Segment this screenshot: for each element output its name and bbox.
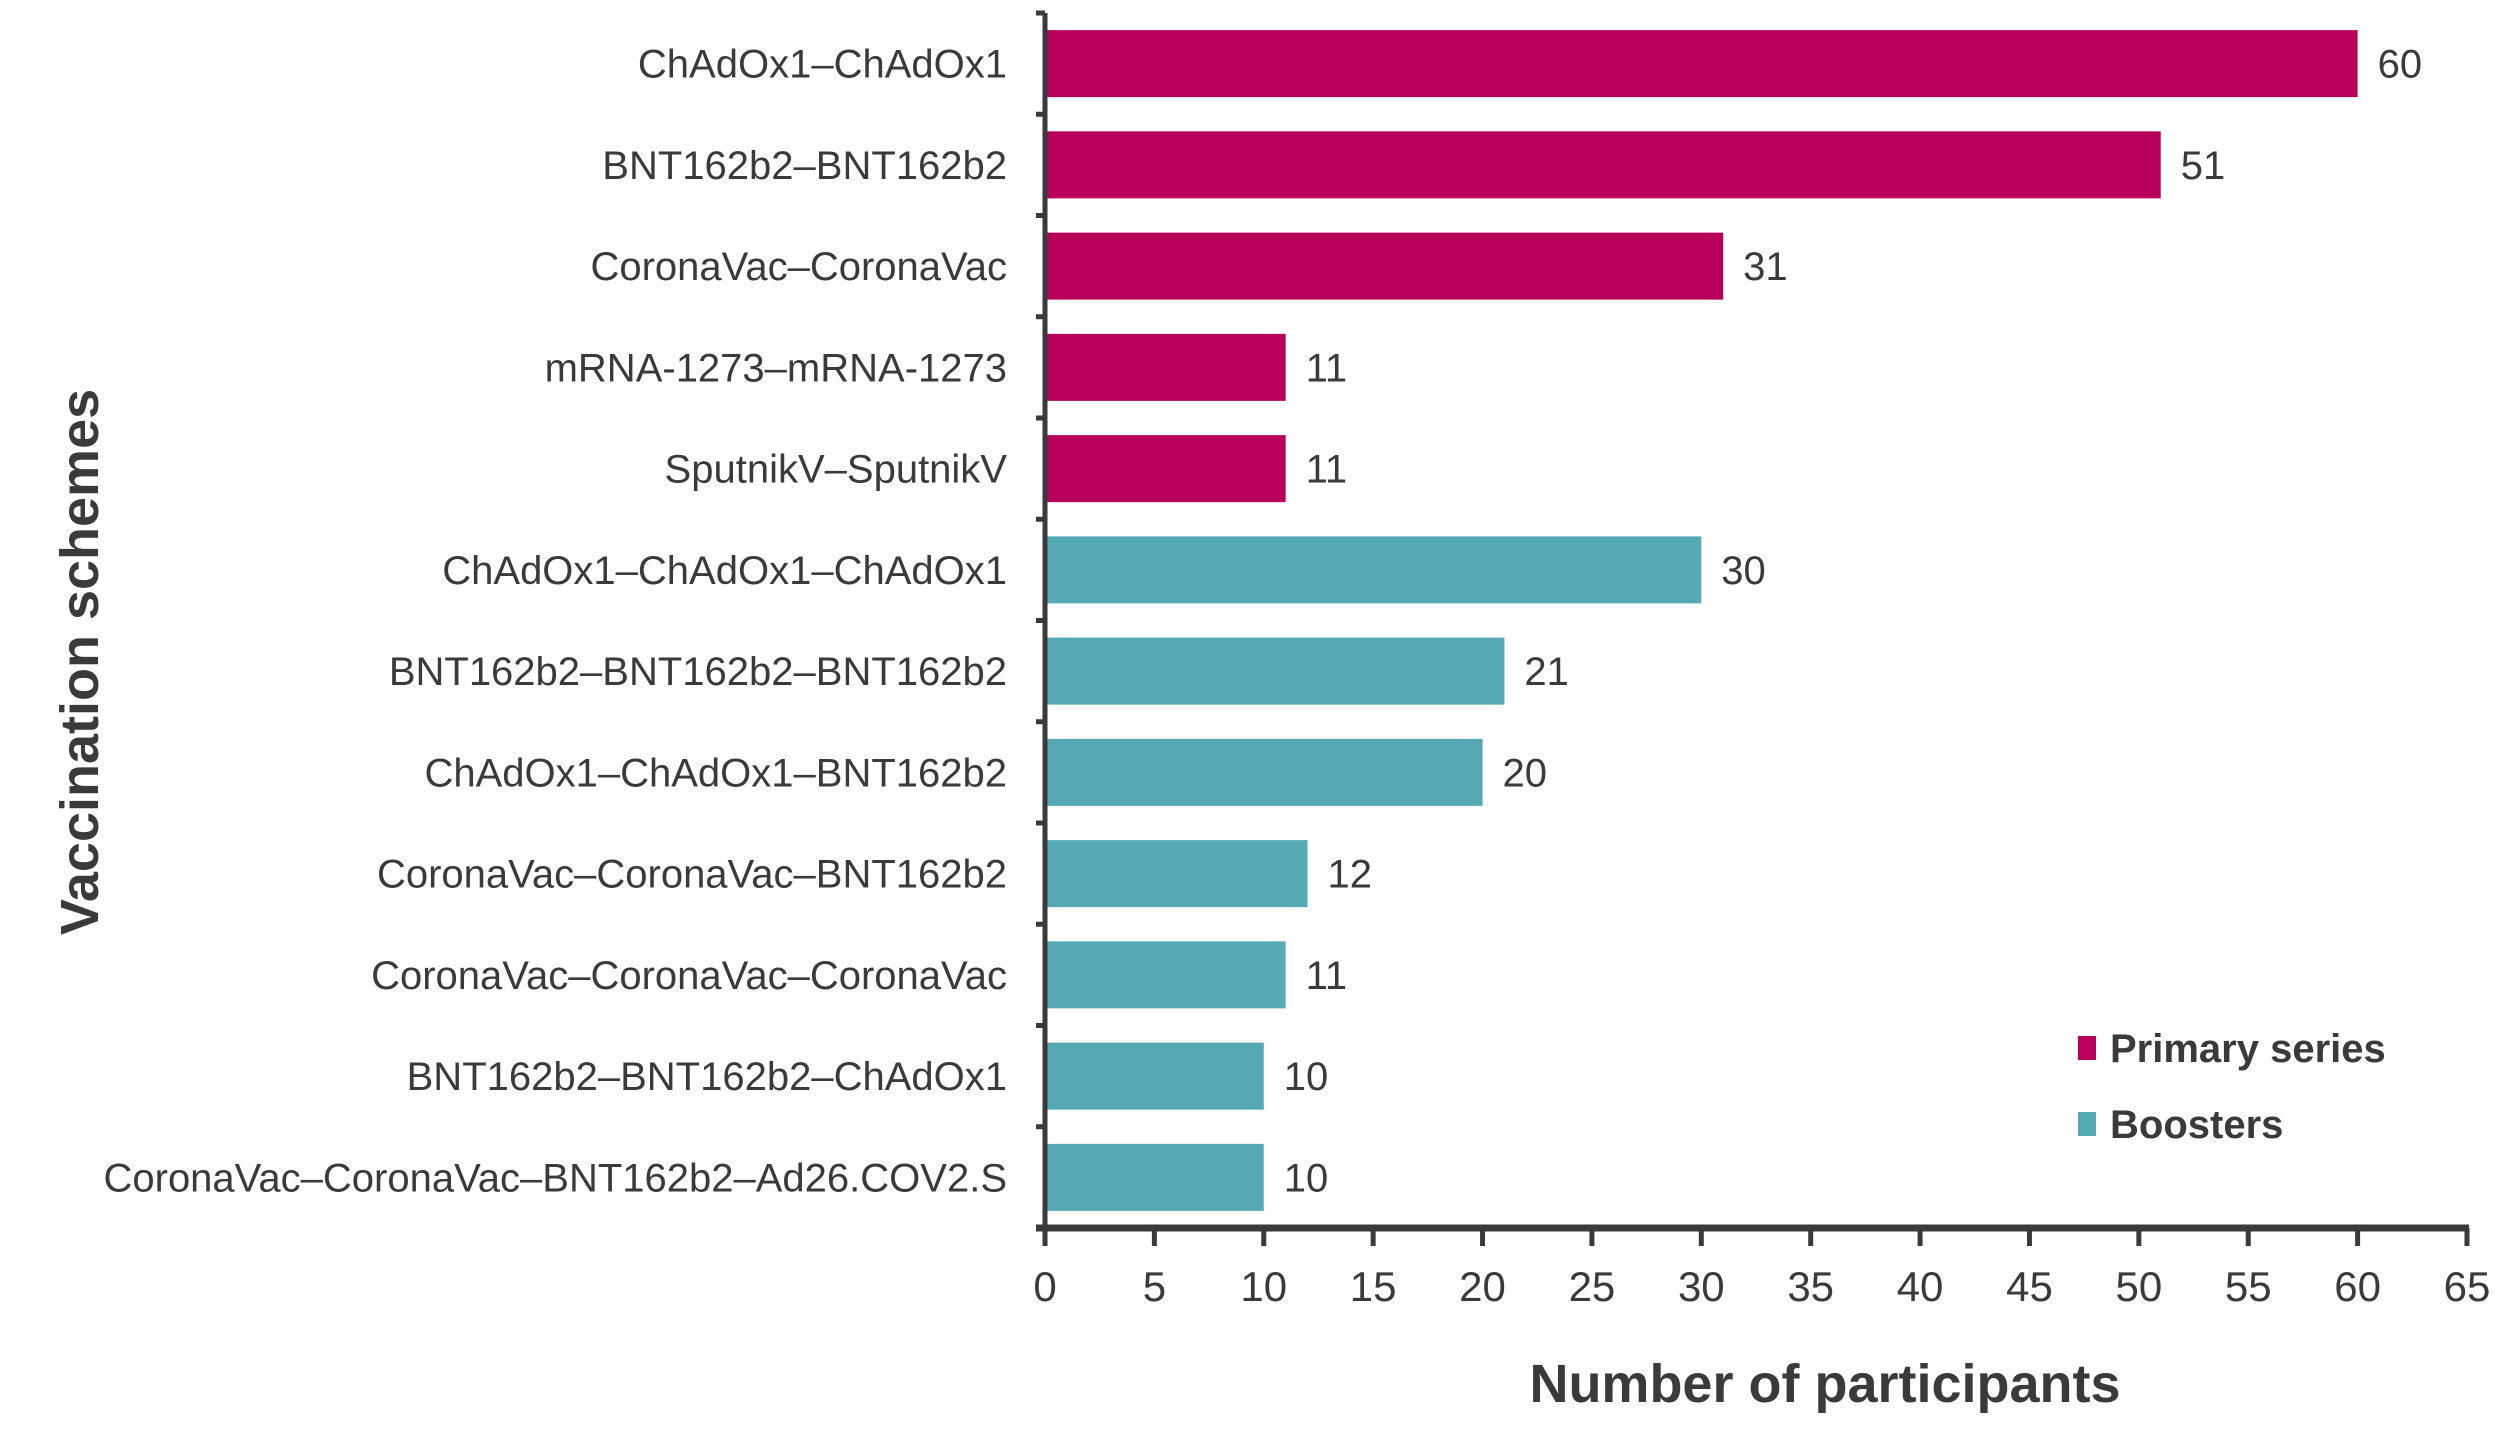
category-label: CoronaVac–CoronaVac–BNT162b2 bbox=[377, 853, 1007, 897]
legend-swatch bbox=[2078, 1036, 2096, 1060]
x-tick-label: 60 bbox=[2334, 1263, 2381, 1310]
x-tick-label: 45 bbox=[2006, 1263, 2053, 1310]
bar bbox=[1045, 637, 1505, 705]
value-labels: 60 51 31 11 11 30 21 20 12 11 10 10 bbox=[1284, 43, 2422, 1201]
x-tick-label: 35 bbox=[1787, 1263, 1834, 1310]
bar bbox=[1045, 333, 1286, 401]
value-label: 11 bbox=[1306, 954, 1348, 998]
category-label: SputnikV–SputnikV bbox=[665, 448, 1008, 492]
category-label: BNT162b2–BNT162b2–ChAdOx1 bbox=[407, 1055, 1007, 1099]
x-tick-label: 55 bbox=[2225, 1263, 2272, 1310]
category-label: ChAdOx1–ChAdOx1–BNT162b2 bbox=[424, 751, 1007, 795]
bar bbox=[1045, 232, 1724, 300]
value-label: 31 bbox=[1743, 245, 1788, 289]
legend-swatch bbox=[2078, 1112, 2096, 1136]
x-tick-label: 30 bbox=[1678, 1263, 1725, 1310]
bar bbox=[1045, 435, 1286, 503]
category-label: mRNA-1273–mRNA-1273 bbox=[545, 346, 1007, 390]
category-label: ChAdOx1–ChAdOx1 bbox=[638, 43, 1007, 87]
x-tick-label: 65 bbox=[2444, 1263, 2491, 1310]
legend-label: Primary series bbox=[2110, 1027, 2386, 1071]
value-label: 10 bbox=[1284, 1055, 1329, 1099]
bar bbox=[1045, 131, 2161, 199]
value-label: 10 bbox=[1284, 1156, 1329, 1200]
x-tick-label: 25 bbox=[1569, 1263, 1616, 1310]
legend: Primary series Boosters bbox=[2078, 1027, 2386, 1147]
y-axis-title: Vaccination schemes bbox=[50, 389, 110, 935]
value-label: 11 bbox=[1306, 346, 1348, 390]
x-tick-label: 5 bbox=[1143, 1263, 1166, 1310]
value-label: 60 bbox=[2378, 43, 2423, 87]
value-label: 51 bbox=[2181, 144, 2226, 188]
value-label: 30 bbox=[1721, 549, 1766, 593]
bar bbox=[1045, 1042, 1264, 1110]
x-tick-label: 0 bbox=[1033, 1263, 1056, 1310]
x-tick-label: 50 bbox=[2115, 1263, 2162, 1310]
category-label: BNT162b2–BNT162b2–BNT162b2 bbox=[389, 650, 1007, 694]
x-tick-label: 15 bbox=[1350, 1263, 1397, 1310]
category-label: ChAdOx1–ChAdOx1–ChAdOx1 bbox=[442, 549, 1007, 593]
x-tick-label: 20 bbox=[1459, 1263, 1506, 1310]
category-label: CoronaVac–CoronaVac–BNT162b2–Ad26.COV2.S bbox=[103, 1156, 1007, 1200]
value-label: 20 bbox=[1503, 751, 1548, 795]
bar bbox=[1045, 1143, 1264, 1211]
x-axis-title: Number of participants bbox=[1529, 1354, 2120, 1414]
bar bbox=[1045, 536, 1702, 604]
value-label: 21 bbox=[1524, 650, 1569, 694]
bar bbox=[1045, 941, 1286, 1009]
category-label: CoronaVac–CoronaVac bbox=[590, 245, 1007, 289]
axes: 0 5 10 15 20 25 30 35 40 45 50 55 60 65 bbox=[1033, 10, 2491, 1310]
value-label: 11 bbox=[1306, 448, 1348, 492]
category-label: CoronaVac–CoronaVac–CoronaVac bbox=[371, 954, 1007, 998]
category-labels: ChAdOx1–ChAdOx1 BNT162b2–BNT162b2 CoronaVa… bbox=[103, 43, 1007, 1201]
category-label: BNT162b2–BNT162b2 bbox=[602, 144, 1007, 188]
bars-group bbox=[1045, 30, 2358, 1211]
x-tick-label: 40 bbox=[1897, 1263, 1944, 1310]
legend-label: Boosters bbox=[2110, 1103, 2283, 1147]
bar bbox=[1045, 30, 2358, 98]
bar bbox=[1045, 738, 1483, 806]
bar bbox=[1045, 840, 1308, 908]
x-tick-label: 10 bbox=[1240, 1263, 1287, 1310]
value-label: 12 bbox=[1328, 853, 1373, 897]
